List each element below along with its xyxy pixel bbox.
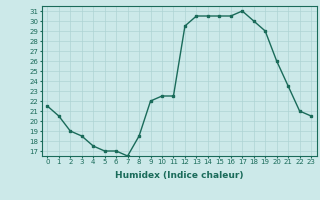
X-axis label: Humidex (Indice chaleur): Humidex (Indice chaleur)	[115, 171, 244, 180]
